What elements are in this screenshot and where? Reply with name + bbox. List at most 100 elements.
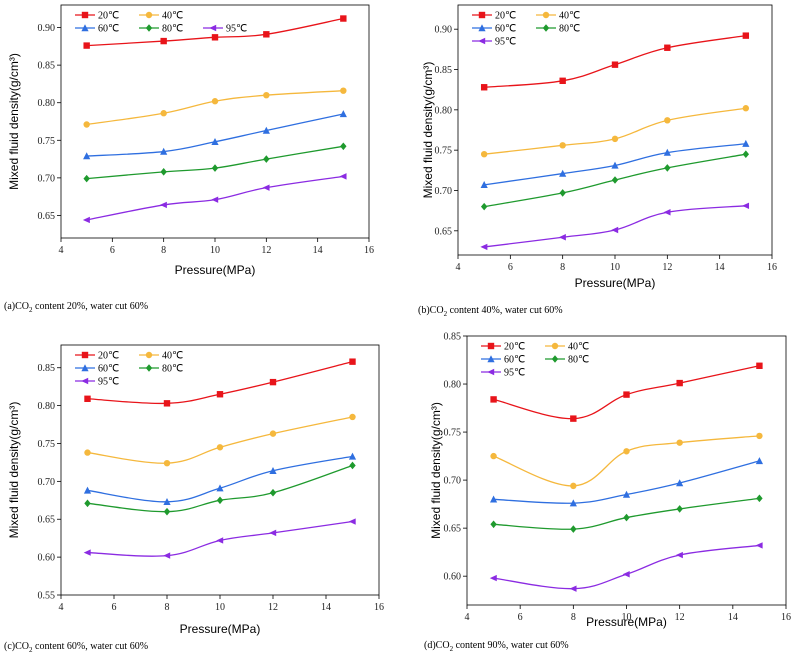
panel-b-data-point [558,234,566,241]
panel-c-data-point [163,400,171,407]
panel-d-legend-marker [487,355,495,363]
panel-c-data-point [84,499,91,508]
panel-b-series-line-4 [484,205,746,248]
panel-b-x-tick-label: 8 [560,262,565,273]
panel-d-data-point [490,396,497,403]
panel-b-data-point [663,148,671,156]
panel-a-y-axis-title: Mixed fluid density(g/cm³) [7,53,21,190]
panel-a-series-line-0 [86,17,344,47]
panel-d-x-tick-label: 4 [465,612,470,623]
panel-b-data-point [663,209,671,216]
panel-a-y-tick-label: 0.65 [38,211,56,222]
panel-a-legend-label: 95℃ [226,24,247,35]
panel-d-x-tick-label: 12 [675,612,685,623]
panel-b-data-point [480,181,488,189]
panel-c-legend-marker [81,377,89,385]
panel-b-y-tick-label: 0.65 [435,226,453,237]
panel-b-data-point [742,32,750,39]
panel-a-data-point [262,184,270,191]
panel-c-legend-label: 95℃ [98,377,119,388]
panel-d-data-point [676,379,683,387]
panel-d-data-point [756,362,763,369]
panel-d-data-point [489,495,498,503]
panel-c-legend-marker [81,364,89,372]
panel-b-data-point [742,139,750,147]
panel-c-data-point [83,549,91,556]
panel-d-y-tick-label: 0.75 [444,428,462,439]
panel-b-x-tick-label: 14 [715,262,725,273]
panel-c-series-line-1 [87,416,353,464]
panel-c-x-tick-label: 12 [268,602,278,613]
panel-d-legend-label: 40℃ [568,342,589,353]
panel-d-data-point [570,482,577,490]
panel-a-x-tick-label: 6 [110,245,115,256]
panel-c-data-point [349,413,356,421]
panel-a-legend-marker [145,24,153,32]
panel-c-data-point [269,488,277,497]
panel-d-data-point [675,551,683,559]
panel-b-y-tick-label: 0.90 [435,25,453,36]
panel-b-legend-marker [478,11,486,19]
panel-c-legend-marker [81,351,89,359]
panel-c: 4 6 8 10 12 14 16 0.55 0.60 0.65 0.70 0.75 0.80 0.85 P… [7,344,384,636]
panel-a-legend-label: 60℃ [98,24,119,35]
panel-a-data-point [262,126,270,134]
panel-c-data-point [163,498,171,506]
panel-b-y-tick-label: 0.75 [435,146,453,157]
panel-a-x-axis-title: Pressure(MPa) [175,263,256,277]
panel-c-data-point [348,452,357,460]
panel-a-series-line-2 [86,113,344,157]
panel-a-y-tick-label: 0.70 [38,173,56,184]
panel-c-data-point [348,518,356,525]
caption-d: (d)CO2 content 90%, water cut 60% [424,640,569,653]
panel-d-series-line-4 [493,544,760,590]
panel-b-data-point [611,176,619,184]
panel-c-data-point [216,537,224,544]
panel-c-data-point [163,507,171,516]
panel-d-y-tick-label: 0.85 [444,332,462,343]
panel-d-legend-label: 60℃ [504,355,525,366]
panel-b-legend-marker [542,24,550,32]
panel-d-x-tick-label: 8 [571,612,576,623]
panel-a-y-tick-label: 0.75 [38,136,56,147]
panel-a-data-point [211,98,219,105]
panel-a-data-point [339,173,347,180]
panel-a-data-point [340,87,347,94]
panel-c-legend-label: 20℃ [98,351,119,362]
panel-a-series-line-3 [86,145,344,180]
panel-a-data-point [263,31,270,38]
panel-b-data-point [480,243,488,251]
panel-b-data-point [480,84,488,91]
panel-b-data-point [664,117,671,124]
panel-b-y-tick-label: 0.80 [435,105,453,116]
panel-c-data-point [84,449,91,456]
panel-c-data-point [269,466,277,474]
panel-b-data-point [480,150,488,158]
panel-b-x-axis-title: Pressure(MPa) [575,276,656,290]
panel-b-data-point [742,150,750,158]
panel-d-x-tick-label: 16 [781,612,791,623]
panel-b-x-tick-label: 12 [662,262,672,273]
panel-d-y-tick-label: 0.60 [444,572,462,583]
panel-c-data-point [269,430,277,437]
panel-b-data-point [664,164,671,172]
panel-a-legend-label: 40℃ [162,11,183,22]
panel-c-x-tick-label: 16 [374,602,384,613]
panel-c-y-tick-label: 0.85 [38,363,56,374]
panel-d-data-point [756,494,763,503]
panel-c-x-tick-label: 14 [321,602,331,613]
panel-d-y-tick-label: 0.80 [444,380,462,391]
panel-c-y-tick-label: 0.70 [38,477,56,488]
panel-b: 4 6 8 10 12 14 16 0.65 0.70 0.75 0.80 0.85 0.90 Press… [421,4,777,290]
panel-a-data-point [83,152,91,160]
panel-d-data-point [570,415,577,422]
panel-a-y-tick-label: 0.85 [38,61,56,72]
panel-d-legend-label: 20℃ [504,342,525,353]
panel-b-data-point [611,161,619,169]
panel-c-series-line-2 [87,455,353,503]
panel-a-x-tick-label: 10 [210,245,220,256]
panel-a-data-point [340,15,347,22]
panel-d-data-point [622,490,631,498]
panel-d-data-point [623,513,630,522]
panel-d-data-point [623,391,630,398]
